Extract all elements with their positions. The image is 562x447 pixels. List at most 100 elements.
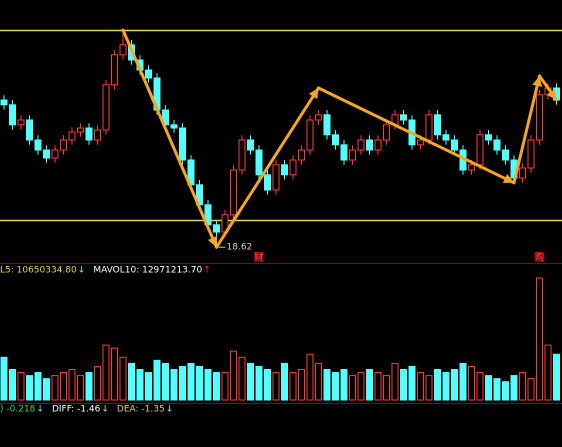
candle-body bbox=[111, 54, 118, 86]
volume-bar bbox=[451, 369, 458, 401]
volume-bar bbox=[391, 362, 399, 401]
volume-bar bbox=[340, 369, 348, 401]
volume-bar bbox=[77, 375, 84, 401]
volume-bar bbox=[510, 375, 518, 401]
legend-text: ) -0.218 bbox=[0, 405, 36, 415]
candle-body bbox=[102, 84, 110, 131]
legend-text: MAVOL10: 12971213.70 bbox=[93, 266, 202, 276]
volume-bar bbox=[536, 277, 543, 401]
candle-body bbox=[34, 139, 42, 151]
candle-body bbox=[434, 114, 441, 136]
volume-bar bbox=[9, 369, 16, 401]
candle-body bbox=[485, 134, 492, 141]
volume-bar bbox=[553, 353, 560, 401]
volume-bar bbox=[102, 344, 110, 401]
candle-body bbox=[230, 169, 237, 216]
volume-bar bbox=[238, 356, 246, 401]
volume-bar bbox=[306, 353, 314, 401]
volume-bar bbox=[136, 369, 144, 401]
volume-bar bbox=[230, 350, 237, 401]
trend-arrowhead bbox=[207, 236, 218, 248]
legend-text: DIFF: -1.46 bbox=[52, 405, 101, 415]
volume-bar bbox=[400, 369, 407, 401]
volume-bar bbox=[0, 356, 8, 401]
volume-bar bbox=[468, 365, 475, 401]
candle-body bbox=[527, 139, 535, 169]
legend-arrow: ↓ bbox=[166, 405, 174, 415]
volume-bar bbox=[357, 372, 365, 401]
volume-bar bbox=[289, 372, 297, 401]
trend-arrowhead bbox=[308, 88, 319, 100]
candle-body bbox=[26, 119, 33, 141]
volume-bar bbox=[434, 369, 441, 401]
volume-bar bbox=[349, 375, 356, 401]
volume-bar bbox=[332, 372, 339, 401]
candle-body bbox=[289, 159, 297, 176]
legend-text: L5: 10650334.80 bbox=[0, 266, 77, 276]
volume-bar bbox=[145, 372, 152, 401]
volume-bar bbox=[298, 369, 305, 401]
volume-bar bbox=[162, 362, 169, 401]
candle-body bbox=[9, 104, 16, 126]
candle-body bbox=[383, 124, 390, 141]
candle-body bbox=[85, 127, 93, 141]
candle-body bbox=[340, 144, 348, 161]
volume-bar bbox=[26, 375, 33, 401]
volume-bar bbox=[476, 372, 484, 401]
candle-body bbox=[170, 124, 178, 129]
candle-body bbox=[519, 167, 526, 179]
volume-bar bbox=[493, 378, 501, 401]
low-label: 18.62 bbox=[227, 243, 253, 253]
volume-bar bbox=[43, 378, 50, 401]
volume-bar bbox=[544, 344, 552, 401]
candle-body bbox=[298, 149, 305, 161]
volume-bar bbox=[255, 365, 263, 401]
volume-bar bbox=[187, 362, 195, 401]
candle-body bbox=[502, 149, 509, 161]
candle-body bbox=[264, 174, 271, 191]
volume-bar bbox=[179, 365, 186, 401]
candle-body bbox=[536, 94, 543, 141]
candle-body bbox=[493, 139, 501, 151]
candle-body bbox=[162, 109, 169, 126]
candle-body bbox=[238, 139, 246, 171]
candle-body bbox=[323, 114, 331, 136]
legend-arrow: ↑ bbox=[203, 266, 211, 276]
volume-bar bbox=[519, 372, 526, 401]
candle-body bbox=[417, 139, 424, 146]
event-label: 财 bbox=[254, 251, 263, 263]
candle-body bbox=[442, 134, 450, 141]
legend-arrow: ↓ bbox=[78, 266, 86, 276]
volume-bar bbox=[204, 369, 212, 401]
volume-bar bbox=[366, 369, 373, 401]
candle-body bbox=[374, 139, 382, 151]
volume-bar bbox=[213, 372, 220, 401]
candle-body bbox=[272, 164, 280, 191]
volume-bar bbox=[128, 362, 135, 401]
volume-bar bbox=[315, 362, 322, 401]
volume-bar bbox=[94, 365, 101, 401]
legend-arrow: ↓ bbox=[36, 405, 44, 415]
trend-line bbox=[512, 74, 541, 185]
volume-bar bbox=[323, 369, 331, 401]
volume-bar bbox=[60, 372, 67, 401]
volume-bar bbox=[459, 362, 467, 401]
volume-bar bbox=[196, 365, 203, 401]
candle-body bbox=[451, 139, 458, 151]
volume-bar bbox=[281, 362, 288, 401]
trend-line bbox=[121, 28, 218, 249]
event-label: 购 bbox=[535, 251, 544, 263]
event-box bbox=[254, 252, 264, 262]
volume-bar bbox=[34, 372, 42, 401]
volume-bar bbox=[17, 372, 25, 401]
candle-body bbox=[315, 114, 322, 121]
candle-body bbox=[60, 139, 67, 151]
volume-bar bbox=[68, 369, 76, 401]
volume-bar bbox=[85, 372, 93, 401]
candle-body bbox=[17, 119, 25, 126]
volume-bar bbox=[51, 375, 59, 401]
event-box bbox=[534, 252, 545, 262]
legend-arrow: ↓ bbox=[101, 405, 109, 415]
volume-bar bbox=[527, 378, 535, 401]
